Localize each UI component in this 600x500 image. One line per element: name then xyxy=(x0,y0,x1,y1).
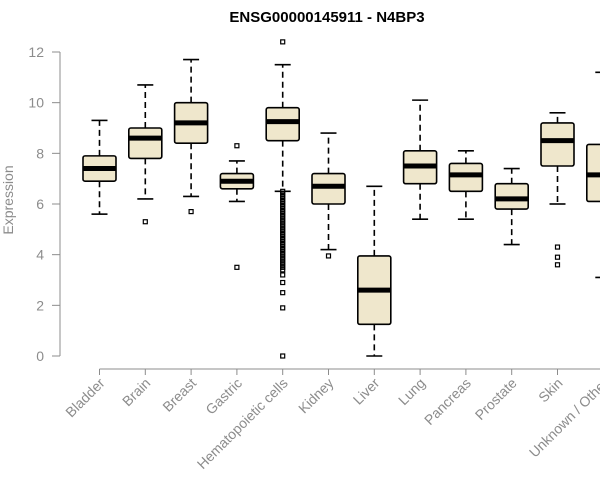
outlier-point xyxy=(188,209,194,215)
box-brain xyxy=(128,84,163,225)
x-tick-label: Gastric xyxy=(202,375,245,418)
box-gastric xyxy=(219,143,255,270)
x-tick-label: Prostate xyxy=(472,375,520,423)
outlier-point xyxy=(280,305,286,311)
iqr-box xyxy=(265,106,301,142)
outlier-point xyxy=(280,279,286,286)
boxes-group xyxy=(82,39,600,359)
box-breast xyxy=(173,58,209,215)
box-pancreas xyxy=(448,150,484,220)
x-tick-label: Kidney xyxy=(295,375,337,417)
x-tick-label: Breast xyxy=(159,375,199,415)
y-tick-label: 2 xyxy=(36,297,44,313)
outlier-point xyxy=(554,254,561,260)
iqr-box xyxy=(494,182,530,210)
iqr-box xyxy=(128,127,163,160)
iqr-box xyxy=(540,122,575,167)
outlier-point xyxy=(554,262,561,268)
box-kidney xyxy=(311,132,346,259)
outlier-point xyxy=(280,39,286,45)
x-tick-label: Lung xyxy=(395,375,428,408)
outlier-point xyxy=(280,353,286,359)
box-hematopoietic-cells xyxy=(265,39,301,359)
iqr-box xyxy=(311,172,346,205)
x-tick-label: Liver xyxy=(350,375,383,408)
x-tick-label: Bladder xyxy=(62,375,108,421)
box-lung xyxy=(402,99,438,220)
iqr-box xyxy=(448,162,484,193)
outlier-point xyxy=(142,219,148,225)
y-tick-label: 0 xyxy=(36,348,44,364)
box-unknown-other xyxy=(586,71,600,279)
outlier-point xyxy=(325,253,332,259)
y-tick-label: 4 xyxy=(36,247,44,263)
y-tick-label: 10 xyxy=(28,95,44,111)
box-skin xyxy=(540,112,575,268)
x-tick-label: Hematopoietic cells xyxy=(194,375,291,472)
outlier-point xyxy=(280,290,286,296)
chart-title: ENSG00000145911 - N4BP3 xyxy=(229,9,424,26)
x-tick-label: Brain xyxy=(119,375,153,409)
y-tick-label: 6 xyxy=(36,196,44,212)
outlier-point xyxy=(554,244,561,250)
y-axis: 0 2 4 6 8 10 12 xyxy=(28,44,61,364)
outlier-point xyxy=(234,264,240,270)
box-liver xyxy=(356,185,392,357)
outlier-point xyxy=(280,272,286,278)
outlier-point xyxy=(234,143,240,149)
box-prostate xyxy=(494,167,530,246)
y-tick-label: 8 xyxy=(36,145,44,161)
outlier-point xyxy=(280,267,286,273)
box-bladder xyxy=(82,119,117,215)
x-tick-label: Skin xyxy=(535,375,566,406)
x-tick-label: Pancreas xyxy=(421,375,474,428)
y-tick-label: 12 xyxy=(28,44,44,60)
y-axis-label: Expression xyxy=(0,165,16,234)
